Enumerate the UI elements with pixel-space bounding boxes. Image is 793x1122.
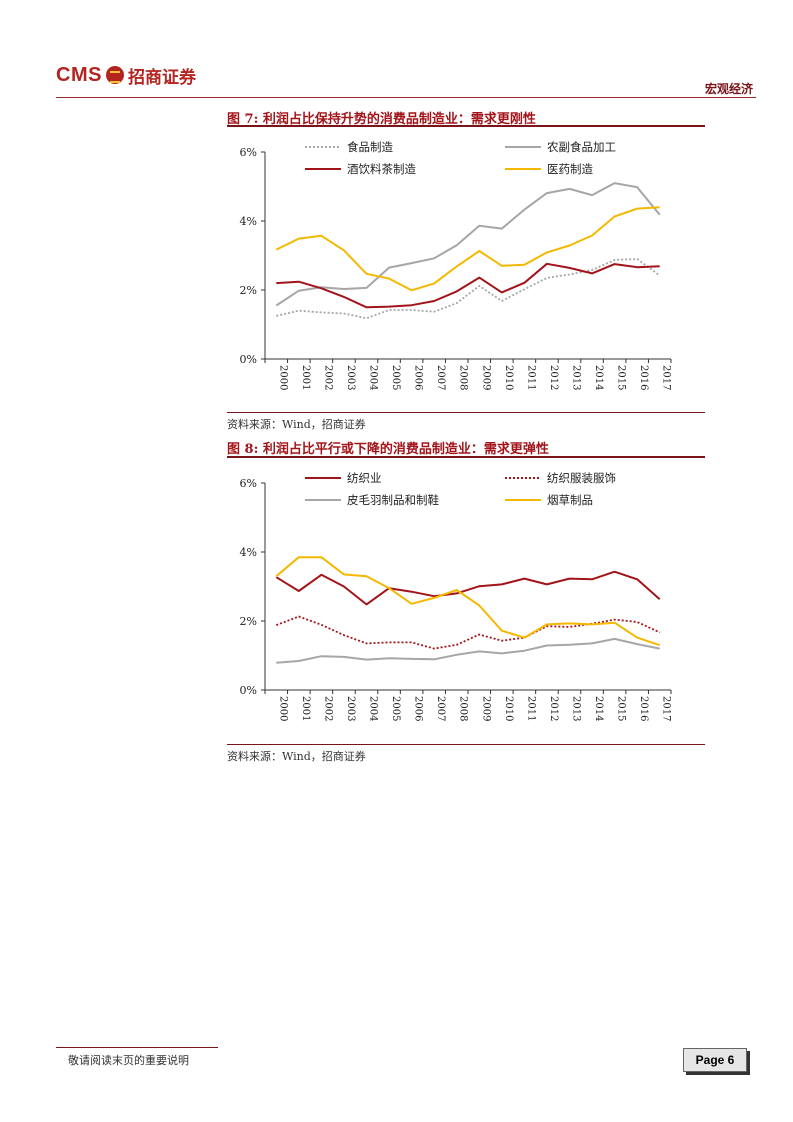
x-tick-label: 2010 xyxy=(503,365,514,390)
x-tick-label: 2016 xyxy=(638,696,649,721)
figure-8-bottom-rule xyxy=(227,744,705,745)
x-tick-label: 2007 xyxy=(435,696,446,721)
header-divider xyxy=(56,97,756,98)
series-line-3 xyxy=(275,556,661,647)
x-tick-label: 2003 xyxy=(345,696,356,721)
legend-label-2: 皮毛羽制品和制鞋 xyxy=(347,493,439,507)
x-tick-label: 2015 xyxy=(616,696,627,721)
y-tick-label: 6% xyxy=(240,477,257,490)
x-tick-label: 2012 xyxy=(548,696,559,721)
x-tick-label: 2008 xyxy=(458,696,469,721)
figure-8-source: 资料来源：Wind，招商证券 xyxy=(227,750,366,763)
series-line-2 xyxy=(276,262,660,309)
logo-text: CMS xyxy=(56,63,102,86)
x-tick-label: 2014 xyxy=(593,365,604,390)
legend-label-1: 农副食品加工 xyxy=(547,140,616,154)
x-tick-label: 2008 xyxy=(458,365,469,390)
legend-label-1: 纺织服装服饰 xyxy=(547,471,616,485)
figure-7-chart: 0% 2% 4% 6% 2000 2001 2002 2003 2004 2005 2006 2007… xyxy=(240,140,672,390)
x-tick-label: 2004 xyxy=(368,696,379,721)
x-tick-label: 2001 xyxy=(300,696,311,721)
x-tick-label: 2013 xyxy=(571,365,582,390)
x-tick-label: 2009 xyxy=(480,365,491,390)
logo-mark-icon xyxy=(105,66,124,84)
logo-cn: 招商证券 xyxy=(127,67,196,88)
legend-label-3: 医药制造 xyxy=(547,162,593,176)
x-tick-label: 2000 xyxy=(277,696,288,721)
page-number: Page 6 xyxy=(683,1048,747,1072)
x-tick-label: 2005 xyxy=(390,365,401,390)
footer-divider xyxy=(56,1047,218,1048)
x-tick-label: 2002 xyxy=(322,696,333,721)
figure-7-title-rule xyxy=(227,125,705,127)
x-tick-label: 2017 xyxy=(661,365,672,390)
series-line-0 xyxy=(275,570,661,606)
x-tick-label: 2000 xyxy=(277,365,288,390)
series-line-0 xyxy=(276,258,661,320)
x-tick-label: 2007 xyxy=(435,365,446,390)
x-tick-label: 2006 xyxy=(413,365,424,390)
y-tick-label: 2% xyxy=(240,284,257,297)
x-tick-label: 2005 xyxy=(390,696,401,721)
x-tick-label: 2017 xyxy=(661,696,672,721)
x-tick-label: 2003 xyxy=(345,365,356,390)
legend-label-3: 烟草制品 xyxy=(547,493,593,507)
x-tick-label: 2009 xyxy=(480,696,491,721)
x-tick-label: 2006 xyxy=(413,696,424,721)
figure-7-source: 资料来源：Wind，招商证券 xyxy=(227,418,366,431)
y-tick-label: 4% xyxy=(240,215,257,228)
x-tick-label: 2010 xyxy=(503,696,514,721)
x-tick-label: 2012 xyxy=(548,365,559,390)
legend-label-0: 食品制造 xyxy=(347,140,393,154)
x-tick-label: 2002 xyxy=(322,365,333,390)
footer-disclaimer: 敬请阅读末页的重要说明 xyxy=(68,1054,189,1067)
series-line-1 xyxy=(275,615,661,650)
legend-label-0: 纺织业 xyxy=(347,471,382,485)
figure-8-title: 图 8: 利润占比平行或下降的消费品制造业：需求更弹性 xyxy=(227,442,549,457)
x-tick-label: 2014 xyxy=(593,696,604,721)
series-line-2 xyxy=(276,637,660,664)
figure-7-title: 图 7: 利润占比保持升势的消费品制造业：需求更刚性 xyxy=(227,112,536,127)
y-tick-label: 6% xyxy=(240,146,257,159)
legend-label-2: 酒饮料茶制造 xyxy=(347,162,416,176)
figure-7-bottom-rule xyxy=(227,412,705,413)
y-tick-label: 4% xyxy=(240,546,257,559)
y-tick-label: 2% xyxy=(240,615,257,628)
series-line-3 xyxy=(275,206,660,292)
x-tick-label: 2013 xyxy=(571,696,582,721)
series-line-1 xyxy=(275,182,661,307)
x-tick-label: 2011 xyxy=(525,696,536,721)
x-tick-label: 2016 xyxy=(638,365,649,390)
y-tick-label: 0% xyxy=(240,684,257,697)
company-logo: CMS 招商证券 xyxy=(56,60,196,90)
y-tick-label: 0% xyxy=(240,353,257,366)
figure-8-title-rule xyxy=(227,456,705,458)
x-tick-label: 2001 xyxy=(300,365,311,390)
section-label: 宏观经济 xyxy=(704,82,753,96)
x-tick-label: 2004 xyxy=(368,365,379,390)
x-tick-label: 2011 xyxy=(525,365,536,390)
figure-8-chart: 0% 2% 4% 6% 2000 2001 2002 2003 2004 2005 2006 2007… xyxy=(240,471,672,721)
x-tick-label: 2015 xyxy=(616,365,627,390)
